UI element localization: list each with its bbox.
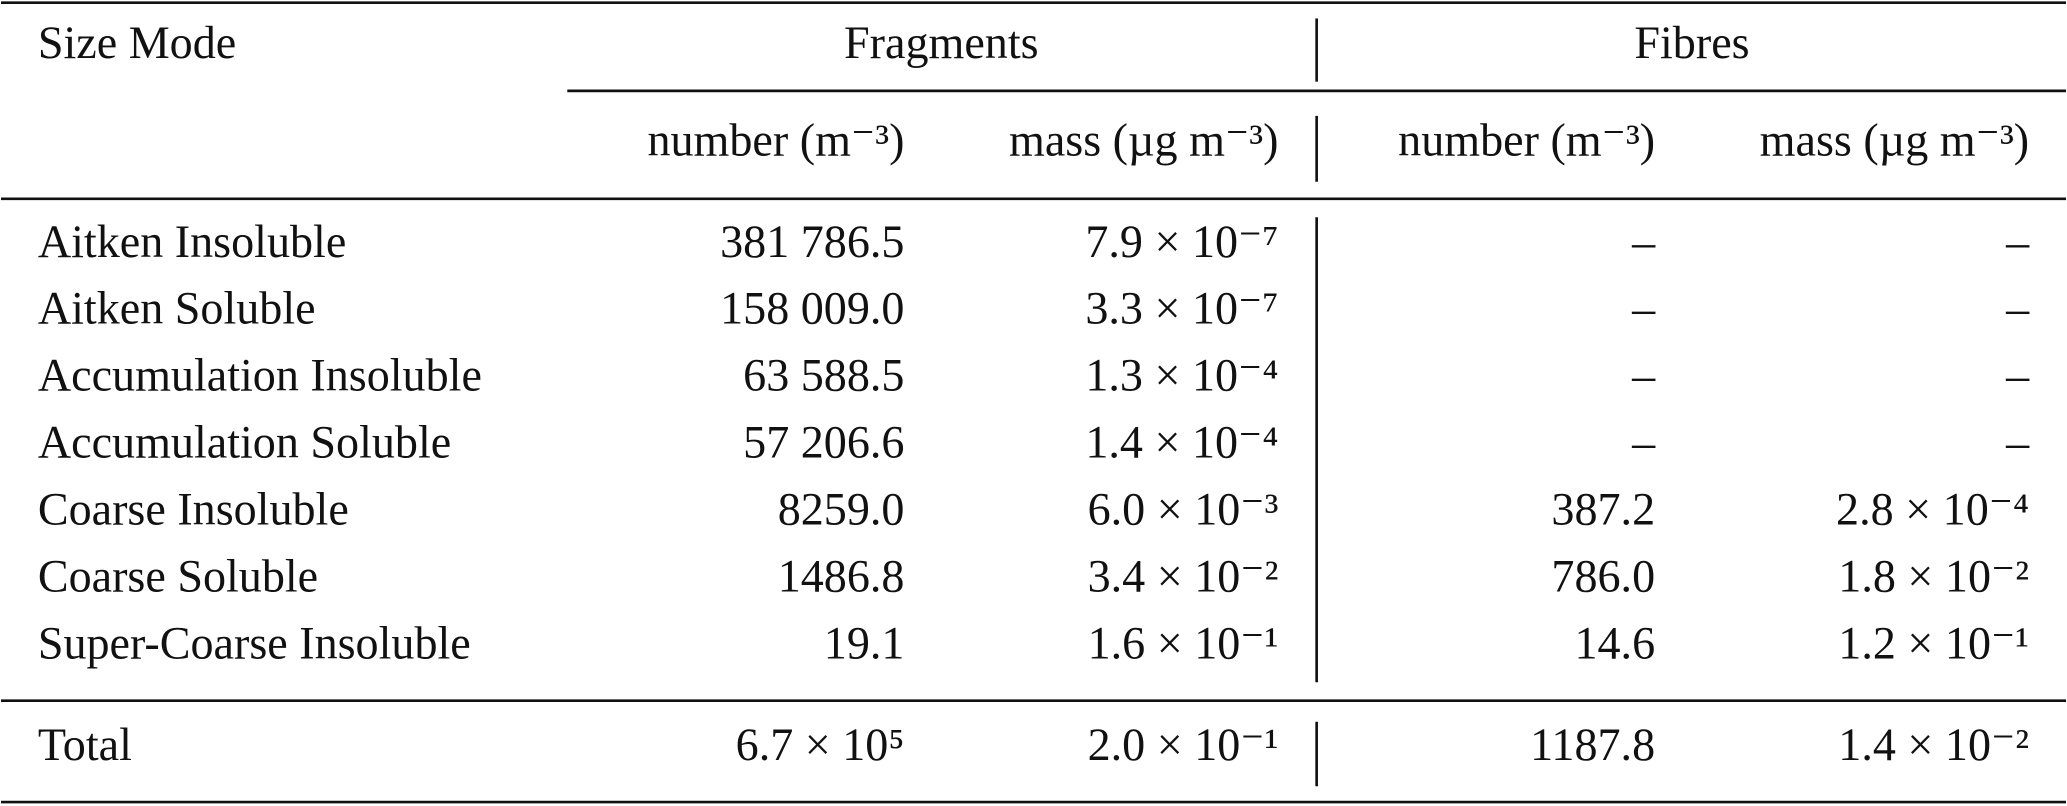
cell: – [2005,417,2030,468]
header-cell: Size Mode [38,17,236,68]
cell: 1.2 × 10⁻¹ [1838,617,2029,668]
cell: 3.4 × 10⁻² [1088,550,1279,601]
cell: 1.4 × 10⁻² [1838,719,2029,770]
cell: 7.9 × 10⁻⁷ [1085,216,1278,267]
cell: – [2005,350,2030,401]
cell: 1.4 × 10⁻⁴ [1085,417,1278,468]
cell: 6.7 × 10⁵ [736,719,905,770]
cell: 1.3 × 10⁻⁴ [1085,350,1278,401]
cell: 786.0 [1551,550,1655,601]
cell: 387.2 [1551,483,1655,534]
row-label: Coarse Insoluble [38,483,349,534]
cell: 1486.8 [778,550,905,601]
row-label: Total [38,719,132,770]
cell: 1.8 × 10⁻² [1838,550,2029,601]
cell: – [2005,216,2030,267]
group-header: Fibres [1634,17,1749,68]
cell: 1187.8 [1530,719,1655,770]
column-header: mass (µg m⁻³) [1009,114,1278,165]
row-label: Aitken Soluble [38,283,316,334]
row-label: Accumulation Soluble [38,417,451,468]
cell: 8259.0 [778,483,905,534]
cell: 19.1 [824,617,905,668]
group-header: Fragments [844,17,1039,68]
column-header: number (m⁻³) [647,114,904,165]
cell: 3.3 × 10⁻⁷ [1085,283,1278,334]
row-label: Super-Coarse Insoluble [38,617,471,668]
cell: 14.6 [1574,617,1655,668]
cell: 2.8 × 10⁻⁴ [1836,483,2029,534]
column-header: mass (µg m⁻³) [1760,114,2029,165]
cell: 381 786.5 [720,216,904,267]
row-label: Accumulation Insoluble [38,350,482,401]
cell: 158 009.0 [720,283,904,334]
cell: – [2005,283,2030,334]
column-header: number (m⁻³) [1398,114,1655,165]
row-label: Aitken Insoluble [38,216,346,267]
cell: – [1631,350,1656,401]
cell: 63 588.5 [743,350,904,401]
cell: 2.0 × 10⁻¹ [1088,719,1279,770]
cell: – [1631,417,1656,468]
row-label: Coarse Soluble [38,550,318,601]
cell: 1.6 × 10⁻¹ [1088,617,1279,668]
cell: – [1631,283,1656,334]
cell: – [1631,216,1656,267]
cell: 57 206.6 [743,417,904,468]
cell: 6.0 × 10⁻³ [1088,483,1279,534]
